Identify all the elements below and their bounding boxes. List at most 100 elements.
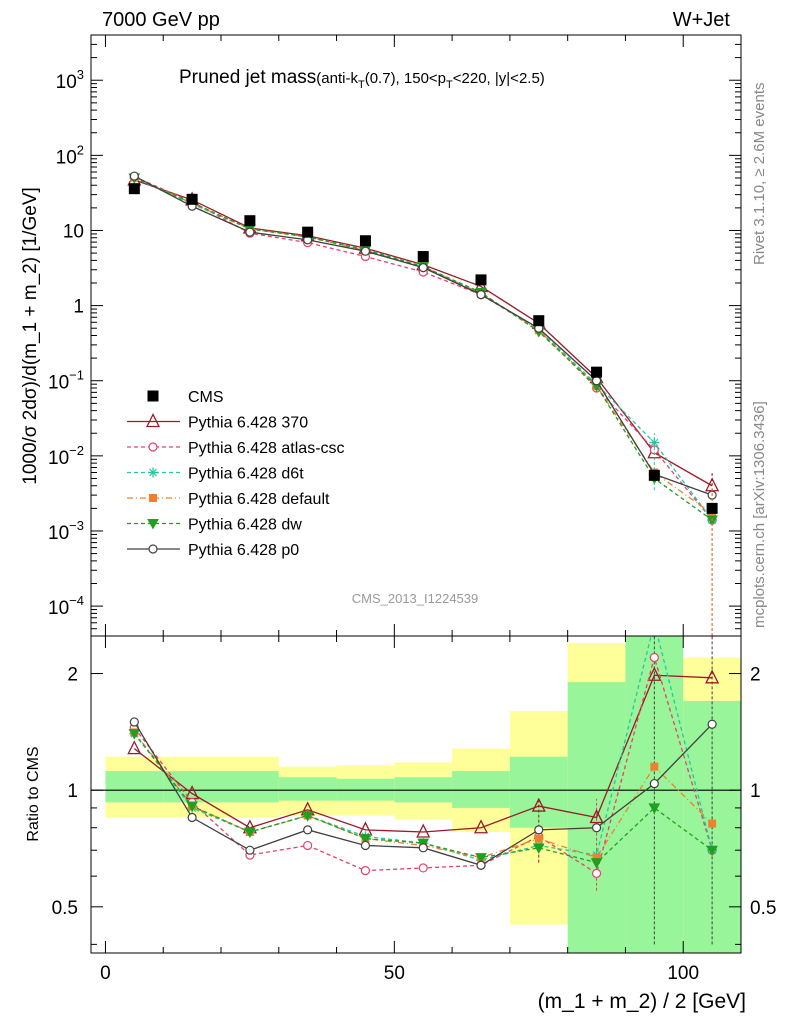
rivet-label: Rivet 3.1.10, ≥ 2.6M events — [751, 83, 768, 266]
cms-data-point — [475, 274, 487, 286]
y-tick-label: 103 — [56, 67, 84, 93]
ratio-series-point — [649, 652, 659, 663]
series-point — [129, 171, 139, 181]
top-axis-ticks — [91, 34, 742, 637]
cms-data-point — [128, 183, 140, 195]
ratio-series-point — [301, 811, 314, 822]
y-tick-label: 10 — [63, 221, 84, 242]
legend-marker — [148, 544, 158, 554]
title-main: Pruned jet mass — [179, 67, 316, 88]
legend: CMS Pythia 6.428 370 Pythia 6.428 atlas-cs… — [127, 389, 345, 559]
plot-title: Pruned jet mass(anti-kT(0.7), 150<pT<220… — [179, 67, 545, 91]
ratio-series-point — [475, 853, 487, 864]
ratio-series-point — [244, 827, 256, 839]
series-line — [134, 176, 713, 521]
legend-marker — [148, 467, 158, 478]
y-tick-label: 1 — [73, 297, 84, 318]
series-point — [418, 263, 428, 273]
y-tick-label: 10−4 — [48, 593, 84, 619]
ratio-series-point — [650, 762, 659, 771]
ratio-series-point — [303, 825, 313, 835]
ratio-series-group — [127, 636, 720, 945]
ratio-series-layer — [127, 636, 720, 945]
series-point — [245, 227, 255, 237]
ratio-series-point — [648, 803, 661, 814]
ratio-series-point — [416, 823, 431, 838]
legend-label: Pythia 6.428 370 — [188, 415, 308, 432]
x-axis-label: (m_1 + m_2) / 2 [GeV] — [538, 990, 746, 1013]
ratio-series-point — [359, 834, 372, 845]
y-tick-label: 10−1 — [48, 368, 84, 394]
ratio-y-tick-labels: 0.5 0.5 1 1 2 2 — [52, 665, 777, 919]
legend-label: Pythia 6.428 d6t — [188, 466, 304, 483]
ratio-series-point — [647, 666, 662, 681]
x-tick-labels: 0 50 100 — [100, 963, 699, 984]
ratio-y-tick-label-right: 1 — [750, 781, 761, 802]
top-y-axis-label: 1000/σ 2dσ)/d(m_1 + m_2) [1/GeV] — [20, 187, 41, 485]
legend-marker — [145, 413, 161, 428]
ratio-series-point — [129, 717, 139, 727]
watermark: CMS_2013_I1224539 — [352, 591, 479, 606]
cms-data-point — [533, 315, 545, 327]
ratio-series-point — [534, 834, 543, 843]
legend-label: Pythia 6.428 atlas-csc — [188, 440, 345, 457]
legend-label: Pythia 6.428 default — [188, 491, 330, 508]
series-point — [360, 246, 371, 256]
ratio-series-point — [418, 843, 428, 853]
header-right: W+Jet — [673, 9, 731, 31]
cms-data-point — [706, 502, 718, 514]
ratio-series-point — [476, 860, 486, 870]
y-tick-label: 10−2 — [48, 443, 84, 469]
x-tick-label: 100 — [667, 963, 699, 984]
legend-marker — [147, 390, 159, 402]
legend-marker — [149, 494, 157, 502]
ratio-plot-frame — [90, 635, 742, 954]
y-tick-label: 102 — [56, 142, 84, 168]
ratio-series-point — [127, 740, 142, 755]
cms-data-point — [417, 251, 429, 263]
ratio-series-point — [591, 868, 602, 878]
series-point — [591, 376, 602, 386]
ratio-series-point — [360, 866, 371, 876]
ratio-series-point — [303, 840, 313, 851]
cms-data-point — [302, 226, 314, 238]
ratio-y-tick-label-right: 0.5 — [750, 898, 776, 919]
ratio-series-point — [534, 825, 544, 835]
ratio-series-point — [360, 840, 371, 851]
ratio-series-point — [591, 823, 602, 833]
ratio-series-point — [531, 797, 546, 812]
title-sub-d: T — [446, 79, 453, 91]
legend-label: Pythia 6.428 p0 — [188, 542, 299, 559]
title-sub-b: T — [358, 79, 365, 91]
x-tick-label: 0 — [100, 963, 111, 984]
series-point — [476, 290, 486, 300]
ratio-series-point — [592, 853, 601, 862]
cms-data-point — [591, 366, 603, 378]
ratio-y-tick-label: 0.5 — [52, 898, 78, 919]
top-y-tick-labels: 10−4 10−3 10−2 10−1 1 10 102 103 — [48, 67, 84, 619]
cms-data-point — [186, 193, 198, 205]
title-sub-a: (anti-k — [316, 70, 358, 87]
ratio-series-point — [707, 719, 717, 729]
uncertainty-band-inner — [221, 771, 279, 803]
ratio-series-point — [649, 778, 659, 789]
ratio-y-axis-label: Ratio to CMS — [25, 746, 42, 841]
uncertainty-band-inner — [278, 777, 337, 801]
ratio-series-point — [128, 729, 141, 740]
y-tick-label: 10−3 — [48, 518, 84, 544]
legend-marker — [147, 519, 159, 530]
series-line — [134, 176, 713, 515]
ratio-series-point — [708, 819, 717, 828]
cms-data-layer — [128, 183, 718, 514]
cms-data-point — [359, 235, 371, 247]
ratio-series-point — [589, 809, 604, 824]
mcplots-label: mcplots.cern.ch [arXiv:1306.3436] — [751, 401, 768, 628]
x-tick-label: 50 — [384, 963, 405, 984]
uncertainty-band-inner — [105, 771, 164, 803]
ratio-series-point — [418, 863, 428, 873]
ratio-series-point — [186, 801, 198, 813]
header-left: 7000 GeV pp — [102, 9, 220, 31]
cms-data-point — [648, 469, 660, 481]
legend-label: CMS — [188, 389, 224, 406]
